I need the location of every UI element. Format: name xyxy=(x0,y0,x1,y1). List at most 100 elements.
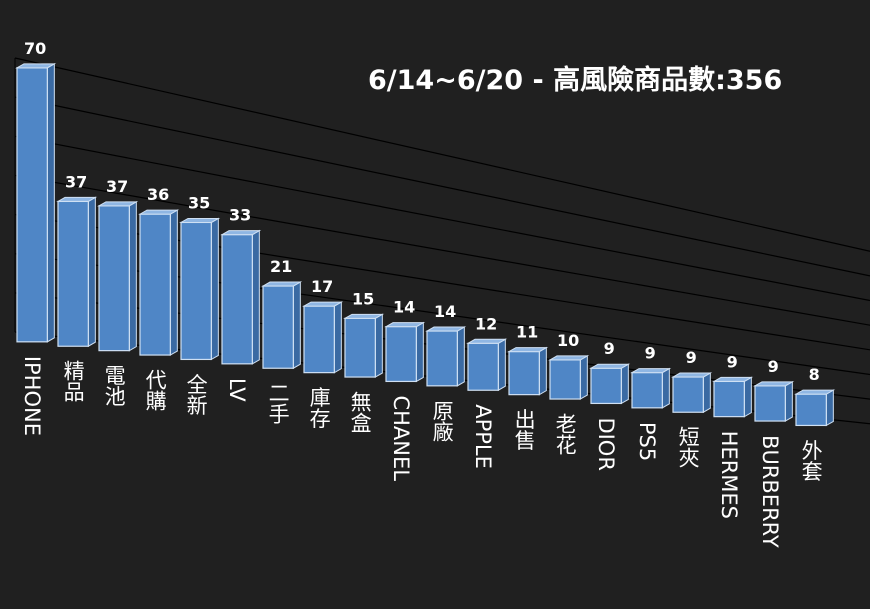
category-label: 出售 xyxy=(512,409,536,451)
bar-top xyxy=(753,381,795,387)
bar-side xyxy=(251,229,260,365)
bar-front xyxy=(467,342,499,391)
bar-front xyxy=(57,200,89,347)
bar-top xyxy=(343,313,385,319)
category-label: CHANEL xyxy=(389,395,413,481)
bar-side xyxy=(456,326,465,387)
bar xyxy=(97,200,139,352)
data-label: 14 xyxy=(434,302,456,321)
bar-top xyxy=(630,368,672,374)
bar-side xyxy=(702,372,711,414)
bar-side xyxy=(87,196,96,348)
data-label: 11 xyxy=(516,323,538,342)
data-label: 14 xyxy=(393,298,415,317)
bar-side xyxy=(415,321,424,383)
bar-top xyxy=(220,230,262,236)
bar-side xyxy=(128,200,137,352)
category-label: 全新 xyxy=(184,373,208,415)
bar-side xyxy=(784,380,793,422)
gridline xyxy=(14,57,870,252)
bar xyxy=(261,281,303,370)
bar-top xyxy=(507,347,549,353)
category-label: PS5 xyxy=(635,422,659,461)
bar xyxy=(179,217,221,361)
bar-front xyxy=(98,205,130,352)
bar-front xyxy=(672,376,704,413)
bar-front xyxy=(262,285,294,369)
data-label: 9 xyxy=(768,357,779,376)
bar-front xyxy=(180,221,212,361)
bar-top xyxy=(56,196,98,202)
bar-side xyxy=(743,376,752,418)
data-label: 10 xyxy=(557,331,579,350)
bar-side xyxy=(579,355,588,400)
bar xyxy=(794,389,836,427)
category-label: 精品 xyxy=(61,360,85,402)
category-label: 老花 xyxy=(553,413,577,455)
data-label: 15 xyxy=(352,289,374,308)
bar-top xyxy=(261,281,303,287)
category-label: 代購 xyxy=(143,369,167,411)
category-label: 二手 xyxy=(266,382,290,424)
category-label: HERMES xyxy=(717,431,741,519)
bar xyxy=(343,313,385,378)
bar-side xyxy=(210,217,219,361)
bar-front xyxy=(795,393,827,427)
category-label: LV xyxy=(225,378,249,402)
bar-top xyxy=(138,209,180,215)
category-label: 外套 xyxy=(799,439,823,481)
bar-front xyxy=(426,330,458,387)
bar-side xyxy=(169,209,178,356)
bar xyxy=(753,380,795,422)
bar-front xyxy=(303,305,335,374)
data-label: 12 xyxy=(475,314,497,333)
category-label: 庫存 xyxy=(307,387,331,429)
category-label: DIOR xyxy=(594,417,618,470)
gridline xyxy=(14,135,870,302)
bar-front xyxy=(631,372,663,409)
bar-side xyxy=(374,313,383,378)
chart-title: 6/14~6/20 - 高風險商品數:356 xyxy=(368,65,783,96)
bar-front xyxy=(590,367,622,405)
bar xyxy=(138,209,180,356)
bar xyxy=(56,196,98,348)
bar xyxy=(466,338,508,392)
data-label: 36 xyxy=(147,185,169,204)
category-label: IPHONE xyxy=(20,356,44,436)
data-label: 70 xyxy=(24,39,46,58)
bar-side xyxy=(46,62,55,343)
gridline xyxy=(14,96,870,277)
data-label: 35 xyxy=(188,193,210,212)
data-label: 33 xyxy=(229,206,251,225)
bar xyxy=(425,326,467,387)
bar-front xyxy=(344,317,376,378)
bar-side xyxy=(292,281,301,370)
bar xyxy=(630,367,672,409)
bar-front xyxy=(713,380,745,418)
bar-top xyxy=(671,372,713,378)
bar-top xyxy=(97,201,139,207)
category-label: APPLE xyxy=(471,404,495,469)
bar-top xyxy=(794,389,836,395)
bar-top xyxy=(712,376,754,382)
bar-top xyxy=(548,355,590,361)
bar-side xyxy=(333,301,342,374)
bar-top xyxy=(425,326,467,332)
data-label: 9 xyxy=(604,339,615,358)
bar-front xyxy=(508,350,540,396)
data-label: 9 xyxy=(686,348,697,367)
bar-side xyxy=(825,389,834,427)
data-label: 37 xyxy=(65,172,87,191)
bar-side xyxy=(497,338,506,392)
category-label: 原廠 xyxy=(430,400,454,442)
bar xyxy=(712,376,754,418)
data-label: 21 xyxy=(270,257,292,276)
bar-top xyxy=(384,322,426,328)
bar-top xyxy=(466,338,508,344)
bar xyxy=(220,229,262,365)
bars: 70 IPHONE 37 精品 37 電池 36 代購 35 全新 33 LV 21 二手 17 庫存 15 無盒… xyxy=(15,39,836,548)
bar xyxy=(671,372,713,414)
category-label: BURBERRY xyxy=(758,435,782,548)
bar-side xyxy=(620,363,629,405)
